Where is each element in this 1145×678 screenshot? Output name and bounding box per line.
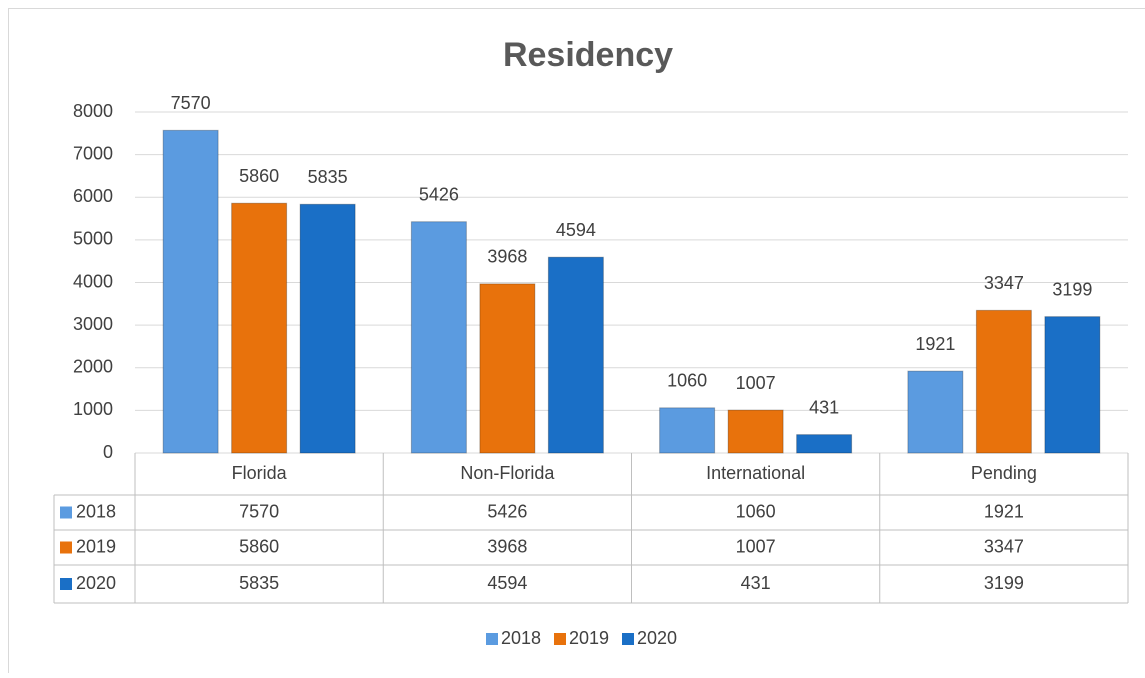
y-tick-label: 3000 — [73, 314, 113, 334]
table-cell: 4594 — [487, 573, 527, 593]
table-row-header: 2019 — [76, 536, 116, 556]
table-header: Non-Florida — [460, 463, 555, 483]
table-cell: 1921 — [984, 501, 1024, 521]
table-header: International — [706, 463, 805, 483]
table-header: Florida — [232, 463, 288, 483]
y-tick-label: 8000 — [73, 101, 113, 121]
bar — [232, 203, 287, 453]
table-legend-key — [60, 507, 72, 519]
table-row-header: 2020 — [76, 573, 116, 593]
bar — [480, 284, 535, 453]
bar — [976, 310, 1031, 453]
table-row-header: 2018 — [76, 501, 116, 521]
y-tick-label: 4000 — [73, 271, 113, 291]
data-label: 4594 — [556, 220, 596, 240]
chart-title: Residency — [503, 36, 673, 74]
bar — [411, 222, 466, 453]
y-tick-label: 1000 — [73, 399, 113, 419]
bar — [728, 410, 783, 453]
table-cell: 1060 — [736, 501, 776, 521]
table-cell: 5860 — [239, 536, 279, 556]
y-tick-label: 2000 — [73, 357, 113, 377]
table-legend-key — [60, 542, 72, 554]
bar — [548, 257, 603, 453]
data-label: 1007 — [736, 373, 776, 393]
legend-key — [622, 633, 634, 645]
data-label: 1921 — [915, 334, 955, 354]
bar — [797, 435, 852, 453]
table-cell: 3968 — [487, 536, 527, 556]
data-label: 7570 — [171, 93, 211, 113]
data-label: 3347 — [984, 273, 1024, 293]
bar — [660, 408, 715, 453]
table-cell: 3199 — [984, 573, 1024, 593]
legend-label: 2020 — [637, 628, 677, 648]
table-cell: 3347 — [984, 536, 1024, 556]
table-cell: 431 — [741, 573, 771, 593]
bar — [163, 130, 218, 453]
y-tick-label: 0 — [103, 442, 113, 462]
data-label: 5860 — [239, 166, 279, 186]
data-label: 5426 — [419, 184, 459, 204]
legend-label: 2019 — [569, 628, 609, 648]
data-label: 431 — [809, 397, 839, 417]
legend-label: 2018 — [501, 628, 541, 648]
table-legend-key — [60, 578, 72, 590]
legend-key — [486, 633, 498, 645]
data-label: 3968 — [487, 247, 527, 267]
data-label: 3199 — [1052, 279, 1092, 299]
table-header: Pending — [971, 463, 1037, 483]
data-label: 5835 — [308, 167, 348, 187]
table-cell: 1007 — [736, 536, 776, 556]
table-cell: 5426 — [487, 501, 527, 521]
y-tick-label: 7000 — [73, 143, 113, 163]
bar — [1045, 317, 1100, 453]
data-label: 1060 — [667, 371, 707, 391]
bar — [908, 371, 963, 453]
bar — [300, 204, 355, 453]
table-cell: 7570 — [239, 501, 279, 521]
y-tick-label: 5000 — [73, 229, 113, 249]
legend-key — [554, 633, 566, 645]
y-tick-label: 6000 — [73, 186, 113, 206]
table-cell: 5835 — [239, 573, 279, 593]
